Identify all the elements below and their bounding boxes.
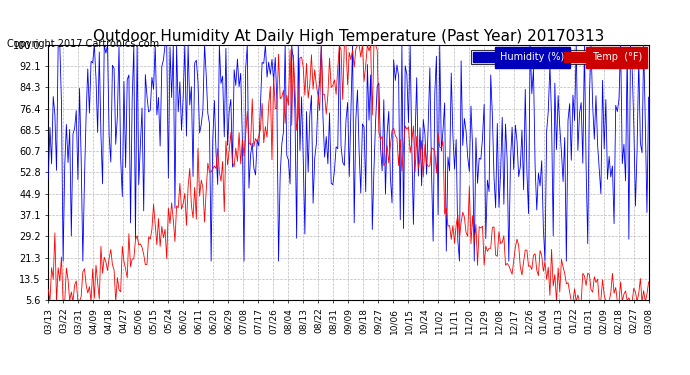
Title: Outdoor Humidity At Daily High Temperature (Past Year) 20170313: Outdoor Humidity At Daily High Temperatu… (92, 29, 604, 44)
Legend: Humidity (%), Temp  (°F): Humidity (%), Temp (°F) (471, 50, 644, 64)
Text: Copyright 2017 Cartronics.com: Copyright 2017 Cartronics.com (7, 39, 159, 50)
